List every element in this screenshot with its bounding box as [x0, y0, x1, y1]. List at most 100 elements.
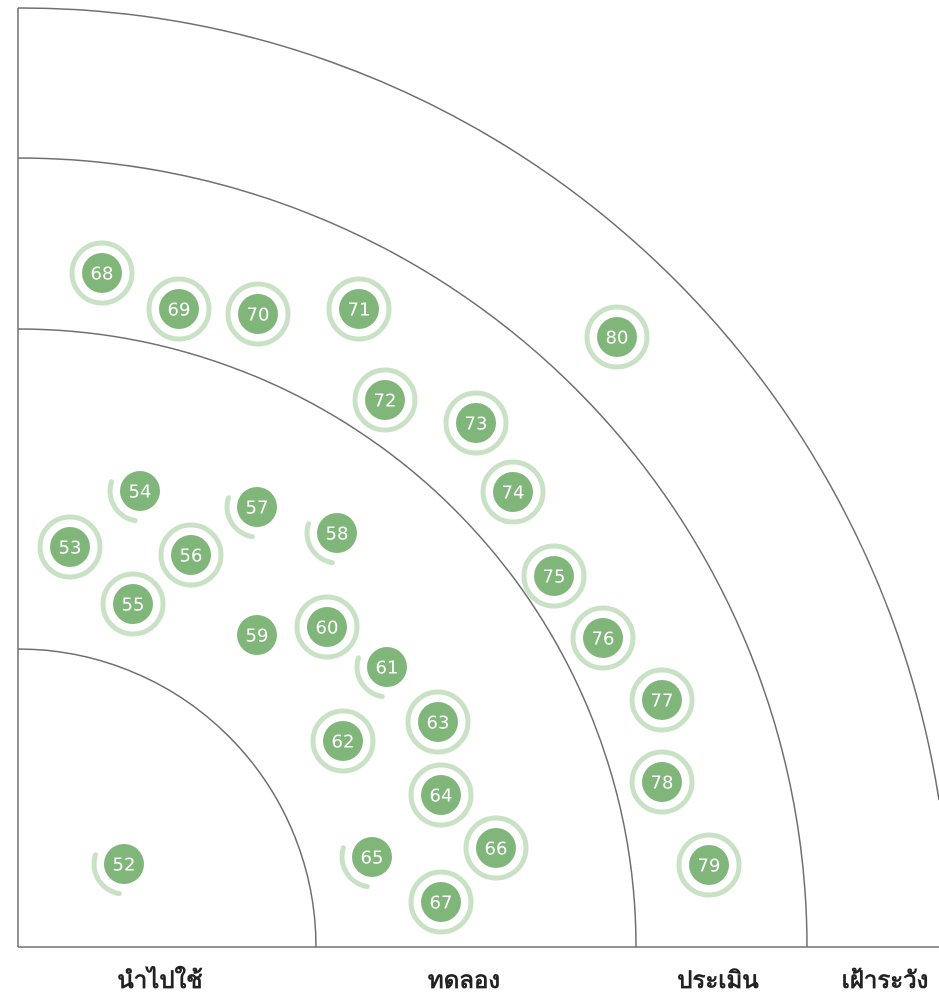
blip-number: 72 [374, 391, 397, 412]
blip-80[interactable]: 80 [584, 304, 650, 370]
blip-dot[interactable] [493, 472, 533, 512]
blip-71[interactable]: 71 [326, 276, 392, 342]
blip-dot[interactable] [307, 607, 347, 647]
blip-halo [584, 304, 650, 370]
blip-57[interactable]: 57 [224, 487, 277, 540]
blip-dot[interactable] [534, 556, 574, 596]
blip-halo [146, 276, 212, 342]
blip-dot[interactable] [104, 844, 144, 884]
blip-dot[interactable] [171, 535, 211, 575]
blip-dot[interactable] [421, 882, 461, 922]
blip-73[interactable]: 73 [443, 390, 509, 456]
blip-77[interactable]: 77 [629, 667, 695, 733]
blip-halo [294, 594, 360, 660]
ring-boundaries [17, 7, 939, 948]
blip-54[interactable]: 54 [107, 471, 160, 524]
blip-number: 74 [502, 483, 525, 504]
blip-55[interactable]: 55 [100, 571, 166, 637]
blip-halo-arc [304, 521, 335, 566]
blip-dot[interactable] [418, 702, 458, 742]
blip-halo [225, 281, 291, 347]
blip-76[interactable]: 76 [570, 605, 636, 671]
blip-dot[interactable] [238, 294, 278, 334]
blip-halo [480, 459, 546, 525]
blip-78[interactable]: 78 [629, 749, 695, 815]
blip-56[interactable]: 56 [158, 522, 224, 588]
blip-dot[interactable] [689, 845, 729, 885]
blip-dot[interactable] [352, 837, 392, 877]
blip-number: 62 [332, 732, 355, 753]
blip-number: 80 [606, 328, 629, 349]
blip-halo-arc [224, 495, 255, 540]
blip-52[interactable]: 52 [91, 844, 144, 897]
blip-72[interactable]: 72 [352, 367, 418, 433]
blip-halo [69, 240, 135, 306]
blip-dot[interactable] [642, 762, 682, 802]
blip-halo-arc [91, 852, 122, 897]
blip-number: 53 [59, 538, 82, 559]
blip-74[interactable]: 74 [480, 459, 546, 525]
blip-dot[interactable] [421, 775, 461, 815]
blip-dot[interactable] [82, 253, 122, 293]
blip-number: 60 [316, 618, 339, 639]
blip-number: 55 [122, 595, 145, 616]
blip-dot[interactable] [50, 527, 90, 567]
blip-64[interactable]: 64 [408, 762, 474, 828]
blip-dot[interactable] [339, 289, 379, 329]
blip-dot[interactable] [237, 615, 277, 655]
blip-dot[interactable] [456, 403, 496, 443]
blip-dot[interactable] [159, 289, 199, 329]
ring-boundary-trial [17, 328, 637, 948]
blip-halo [158, 522, 224, 588]
ring-labels: นำไปใช้ ทดลอง ประเมิน เฝ้าระวัง [117, 965, 928, 994]
blip-halo [443, 390, 509, 456]
blip-dot[interactable] [365, 380, 405, 420]
ring-label-trial: ทดลอง [428, 966, 500, 994]
blip-75[interactable]: 75 [521, 543, 587, 609]
blip-62[interactable]: 62 [310, 708, 376, 774]
blip-halo [408, 762, 474, 828]
blip-dot[interactable] [317, 513, 357, 553]
blip-dot[interactable] [323, 721, 363, 761]
blip-halo [629, 749, 695, 815]
blip-63[interactable]: 63 [405, 689, 471, 755]
ring-boundary-assess [17, 157, 808, 948]
blip-dot[interactable] [583, 618, 623, 658]
blip-69[interactable]: 69 [146, 276, 212, 342]
blip-number: 57 [246, 498, 269, 519]
blip-58[interactable]: 58 [304, 513, 357, 566]
blip-number: 64 [430, 786, 453, 807]
blip-68[interactable]: 68 [69, 240, 135, 306]
blip-halo-arc [107, 479, 138, 524]
blip-67[interactable]: 67 [408, 869, 474, 935]
blip-dot[interactable] [476, 828, 516, 868]
blip-dot[interactable] [237, 487, 277, 527]
ring-boundary-hold [17, 7, 939, 801]
blip-dot[interactable] [642, 680, 682, 720]
blip-61[interactable]: 61 [354, 647, 407, 700]
blip-number: 68 [91, 264, 114, 285]
blip-66[interactable]: 66 [463, 815, 529, 881]
blip-65[interactable]: 65 [339, 837, 392, 890]
blip-dot[interactable] [120, 471, 160, 511]
blip-dot[interactable] [597, 317, 637, 357]
blip-79[interactable]: 79 [676, 832, 742, 898]
blip-halo [405, 689, 471, 755]
blip-53[interactable]: 53 [37, 514, 103, 580]
blip-halo [352, 367, 418, 433]
blip-halo [629, 667, 695, 733]
blip-number: 56 [180, 546, 203, 567]
blip-number: 63 [427, 713, 450, 734]
blip-number: 70 [247, 305, 270, 326]
blip-60[interactable]: 60 [294, 594, 360, 660]
blip-dot[interactable] [367, 647, 407, 687]
blip-number: 54 [129, 482, 152, 503]
blip-halo [37, 514, 103, 580]
blip-number: 65 [361, 848, 384, 869]
blip-number: 59 [246, 626, 269, 647]
blip-halo [521, 543, 587, 609]
blip-dot[interactable] [113, 584, 153, 624]
blip-70[interactable]: 70 [225, 281, 291, 347]
blip-59[interactable]: 59 [237, 615, 277, 655]
